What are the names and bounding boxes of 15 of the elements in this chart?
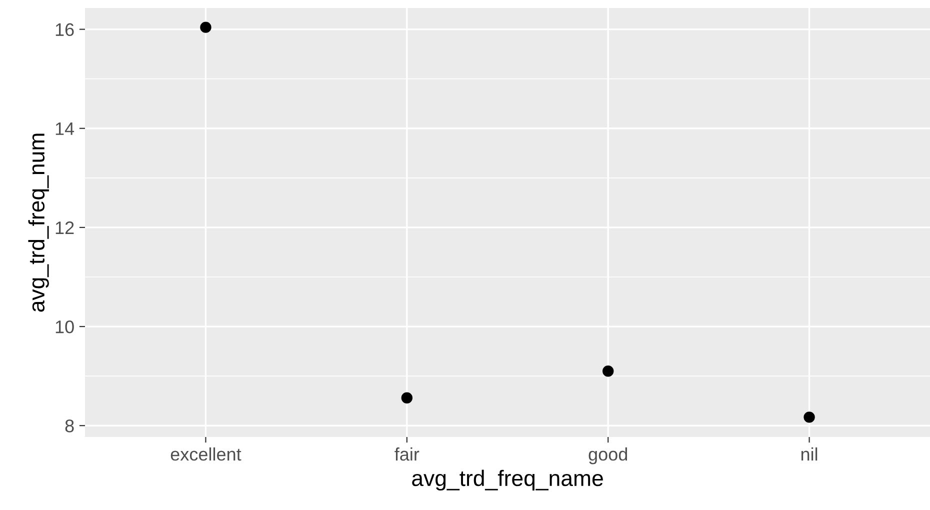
y-tick-label: 14 (56, 122, 74, 135)
y-tick-label: 12 (56, 221, 74, 234)
point (200, 22, 212, 33)
y-axis-title: avg_trd_freq_num (28, 134, 49, 312)
y-tick-label: 16 (56, 23, 74, 36)
x-tick-label: fair (394, 447, 420, 461)
point (804, 412, 815, 423)
y-tick-label: 8 (65, 420, 74, 432)
x-axis-title: avg_trd_freq_name (412, 470, 603, 491)
y-tick-label: 10 (56, 320, 74, 334)
point (602, 366, 614, 377)
x-tick-label: excellent (170, 447, 242, 461)
x-tick-label: nil (801, 447, 818, 460)
x-tick-label: good (588, 447, 628, 464)
point (401, 392, 413, 404)
